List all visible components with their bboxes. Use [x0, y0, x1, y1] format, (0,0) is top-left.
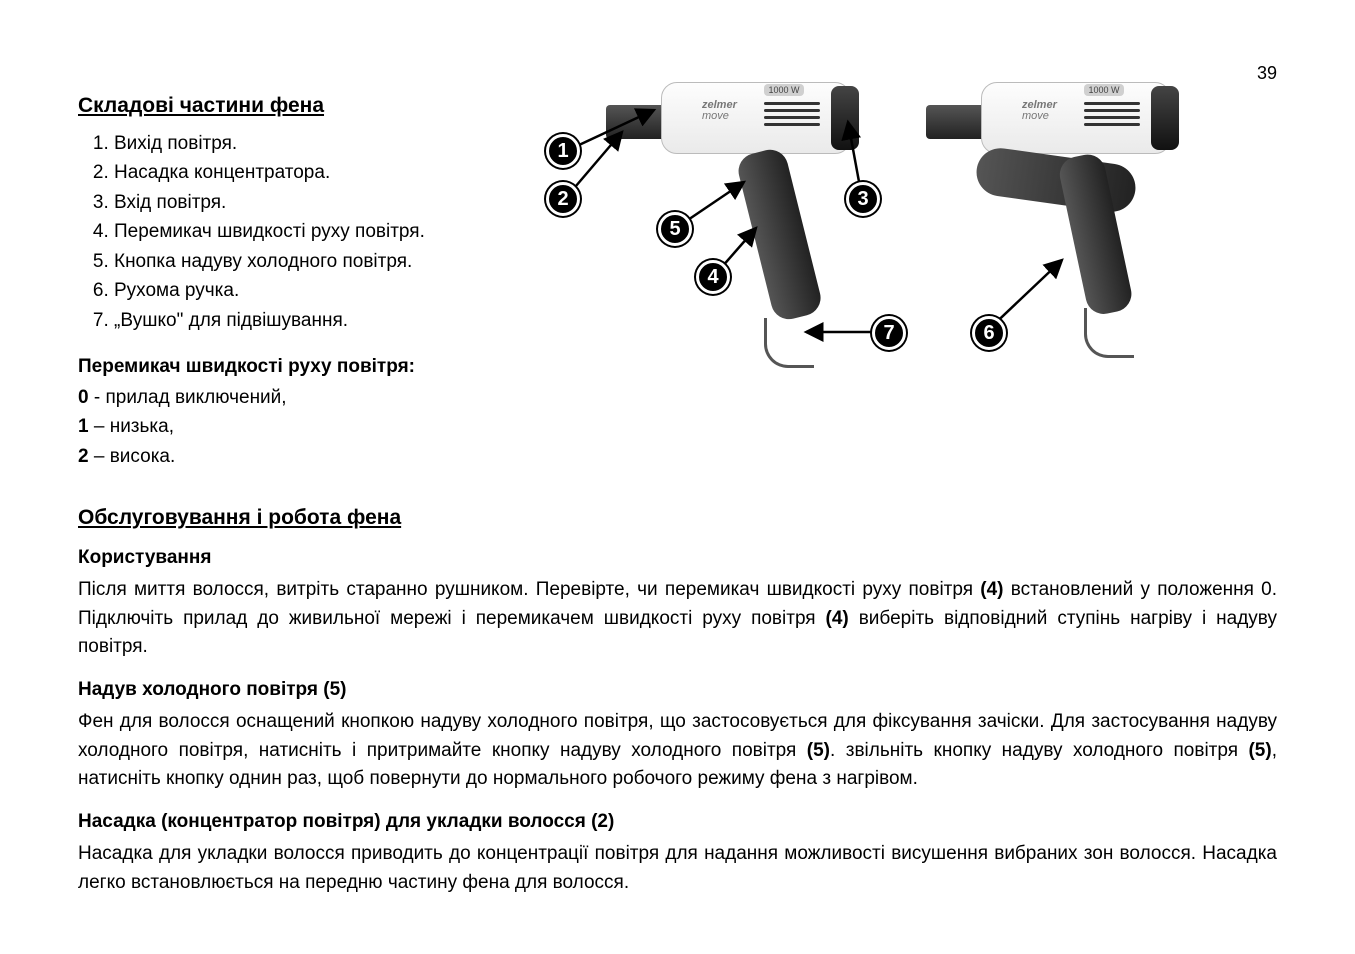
dryer1-nozzle — [606, 105, 666, 139]
list-item: Кнопка надуву холодного повітря. — [114, 248, 508, 277]
list-item: „Вушко" для підвішування. — [114, 307, 508, 336]
list-item: Вхід повітря. — [114, 189, 508, 218]
brand-label: zelmermove — [702, 100, 737, 122]
callout-6: 6 — [972, 316, 1006, 350]
ref: (4) — [980, 579, 1003, 600]
dryer2-nozzle — [926, 105, 986, 139]
switch-val: – висока. — [89, 446, 176, 467]
attachment-heading: Насадка (концентратор повітря) для уклад… — [78, 808, 1277, 837]
watt-label: 1000 W — [1084, 84, 1124, 96]
switch-key: 1 — [78, 416, 89, 437]
dryer2-body — [981, 82, 1171, 154]
ref: (5) — [807, 740, 830, 761]
text: Після миття волосся, витріть старанно ру… — [78, 579, 980, 600]
coolair-heading: Надув холодного повітря (5) — [78, 676, 1277, 705]
coolair-paragraph: Фен для волосся оснащений кнопкою надуву… — [78, 708, 1277, 794]
switch-option-1: 1 – низька, — [78, 413, 508, 442]
switch-option-2: 2 – висока. — [78, 443, 508, 472]
switch-key: 2 — [78, 446, 89, 467]
callout-2: 2 — [546, 182, 580, 216]
switch-key: 0 — [78, 387, 89, 408]
switch-heading: Перемикач швидкості руху повітря: — [78, 353, 508, 382]
product-figure: zelmermove 1000 W zelmermove 1000 W — [526, 60, 1226, 380]
dryer1-cord — [764, 318, 814, 368]
callout-4: 4 — [696, 260, 730, 294]
callout-1: 1 — [546, 134, 580, 168]
vent-lines — [1084, 102, 1140, 126]
section-parts-title: Складові частини фена — [78, 90, 508, 122]
usage-heading: Користування — [78, 544, 1277, 573]
dryer2-grill — [1151, 86, 1179, 150]
dryer1-grill — [831, 86, 859, 150]
list-item: Насадка концентратора. — [114, 159, 508, 188]
section-usage-title: Обслуговування і робота фена — [78, 502, 1277, 534]
usage-paragraph: Після миття волосся, витріть старанно ру… — [78, 576, 1277, 662]
ref: (5) — [1248, 740, 1271, 761]
dryer1-handle — [735, 146, 825, 323]
watt-label: 1000 W — [764, 84, 804, 96]
callout-3: 3 — [846, 182, 880, 216]
list-item: Перемикач швидкості руху повітря. — [114, 218, 508, 247]
dryer1-body — [661, 82, 851, 154]
ref: (4) — [826, 608, 849, 629]
attachment-paragraph: Насадка для укладки волосся приводить до… — [78, 840, 1277, 897]
list-item: Рухома ручка. — [114, 277, 508, 306]
vent-lines — [764, 102, 820, 126]
dryer2-handle-folded — [973, 145, 1138, 215]
callout-5: 5 — [658, 212, 692, 246]
switch-val: – низька, — [89, 416, 174, 437]
text: . звільніть кнопку надуву холодного пові… — [830, 740, 1248, 761]
list-item: Вихід повітря. — [114, 130, 508, 159]
callout-7: 7 — [872, 316, 906, 350]
switch-option-0: 0 - прилад виключений, — [78, 384, 508, 413]
dryer2-cord — [1084, 308, 1134, 358]
parts-list: Вихід повітря. Насадка концентратора. Вх… — [78, 130, 508, 336]
switch-val: - прилад виключений, — [89, 387, 287, 408]
brand-label: zelmermove — [1022, 100, 1057, 122]
